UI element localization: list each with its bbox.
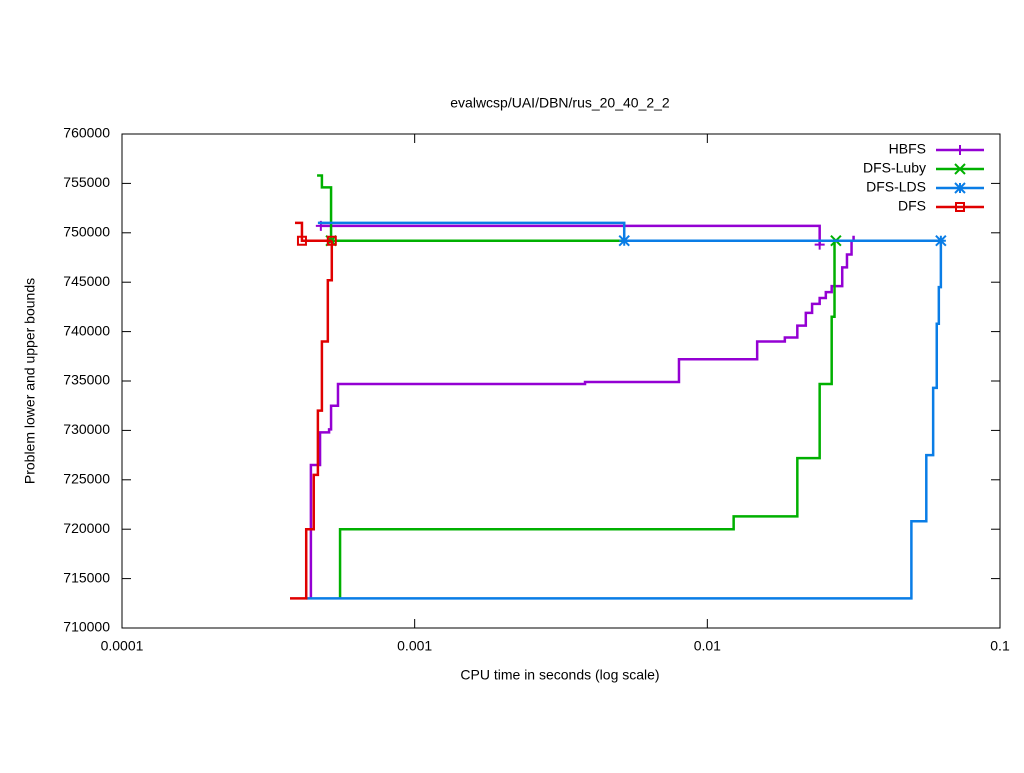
y-tick-label: 760000 xyxy=(63,125,110,141)
y-tick-label: 755000 xyxy=(63,174,110,190)
plot-frame xyxy=(121,133,1001,629)
legend-marker xyxy=(955,202,965,212)
y-tick-label: 730000 xyxy=(63,421,110,437)
legend-marker xyxy=(954,182,966,194)
x-axis-label: CPU time in seconds (log scale) xyxy=(460,667,659,683)
x-tick-label: 0.01 xyxy=(694,638,721,654)
legend-label: HBFS xyxy=(889,141,926,157)
y-tick-label: 735000 xyxy=(63,372,110,388)
x-tick-label: 0.1 xyxy=(990,638,1010,654)
y-tick-label: 725000 xyxy=(63,471,110,487)
series-line xyxy=(290,221,334,600)
marker xyxy=(326,235,337,246)
legend-label: DFS-Luby xyxy=(863,160,926,176)
series-line xyxy=(309,224,855,599)
legend-label: DFS xyxy=(898,198,926,214)
chart-title: evalwcsp/UAI/DBN/rus_20_40_2_2 xyxy=(450,95,670,111)
y-tick-label: 720000 xyxy=(63,520,110,536)
series-line xyxy=(317,174,836,599)
legend-label: DFS-LDS xyxy=(866,179,926,195)
y-axis-label: Problem lower and upper bounds xyxy=(22,278,38,484)
marker xyxy=(296,235,307,246)
y-tick-label: 715000 xyxy=(63,569,110,585)
y-tick-label: 740000 xyxy=(63,322,110,338)
legend-marker xyxy=(954,163,966,175)
marker xyxy=(935,234,947,247)
series-line xyxy=(306,221,943,600)
legend-marker xyxy=(955,145,965,155)
y-tick-label: 710000 xyxy=(63,619,110,635)
y-tick-label: 750000 xyxy=(63,224,110,240)
y-tick-label: 745000 xyxy=(63,273,110,289)
x-tick-label: 0.0001 xyxy=(101,638,144,654)
marker xyxy=(618,234,630,247)
x-tick-label: 0.001 xyxy=(397,638,432,654)
